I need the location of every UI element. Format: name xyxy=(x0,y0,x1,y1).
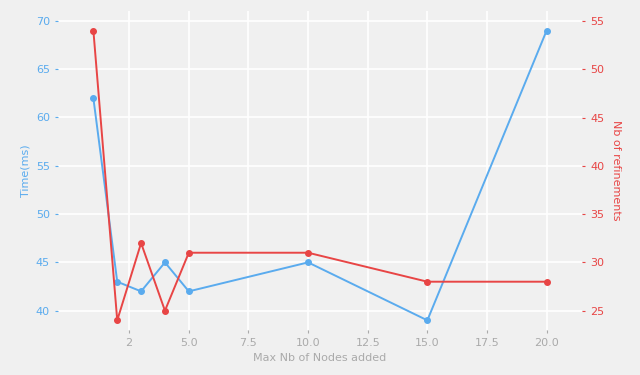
X-axis label: Max Nb of Nodes added: Max Nb of Nodes added xyxy=(253,353,387,363)
Y-axis label: Nb of refinements: Nb of refinements xyxy=(611,120,621,221)
Y-axis label: Time(ms): Time(ms) xyxy=(20,144,30,197)
